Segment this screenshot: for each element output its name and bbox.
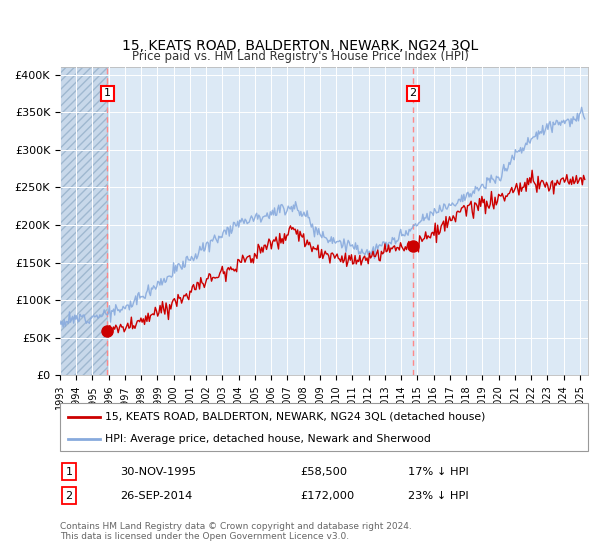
Text: 26-SEP-2014: 26-SEP-2014 bbox=[120, 491, 192, 501]
Text: 1: 1 bbox=[65, 466, 73, 477]
Text: 23% ↓ HPI: 23% ↓ HPI bbox=[408, 491, 469, 501]
Text: Contains HM Land Registry data © Crown copyright and database right 2024.
This d: Contains HM Land Registry data © Crown c… bbox=[60, 522, 412, 542]
Text: 2: 2 bbox=[65, 491, 73, 501]
Text: £172,000: £172,000 bbox=[300, 491, 354, 501]
FancyBboxPatch shape bbox=[60, 403, 588, 451]
Text: 15, KEATS ROAD, BALDERTON, NEWARK, NG24 3QL: 15, KEATS ROAD, BALDERTON, NEWARK, NG24 … bbox=[122, 39, 478, 53]
Text: 1: 1 bbox=[104, 88, 111, 99]
Text: £58,500: £58,500 bbox=[300, 466, 347, 477]
Text: 2: 2 bbox=[409, 88, 416, 99]
Text: 30-NOV-1995: 30-NOV-1995 bbox=[120, 466, 196, 477]
Text: 17% ↓ HPI: 17% ↓ HPI bbox=[408, 466, 469, 477]
Text: HPI: Average price, detached house, Newark and Sherwood: HPI: Average price, detached house, Newa… bbox=[105, 434, 431, 444]
Text: Price paid vs. HM Land Registry's House Price Index (HPI): Price paid vs. HM Land Registry's House … bbox=[131, 50, 469, 63]
Bar bbox=[60, 67, 107, 375]
Text: 15, KEATS ROAD, BALDERTON, NEWARK, NG24 3QL (detached house): 15, KEATS ROAD, BALDERTON, NEWARK, NG24 … bbox=[105, 412, 485, 422]
